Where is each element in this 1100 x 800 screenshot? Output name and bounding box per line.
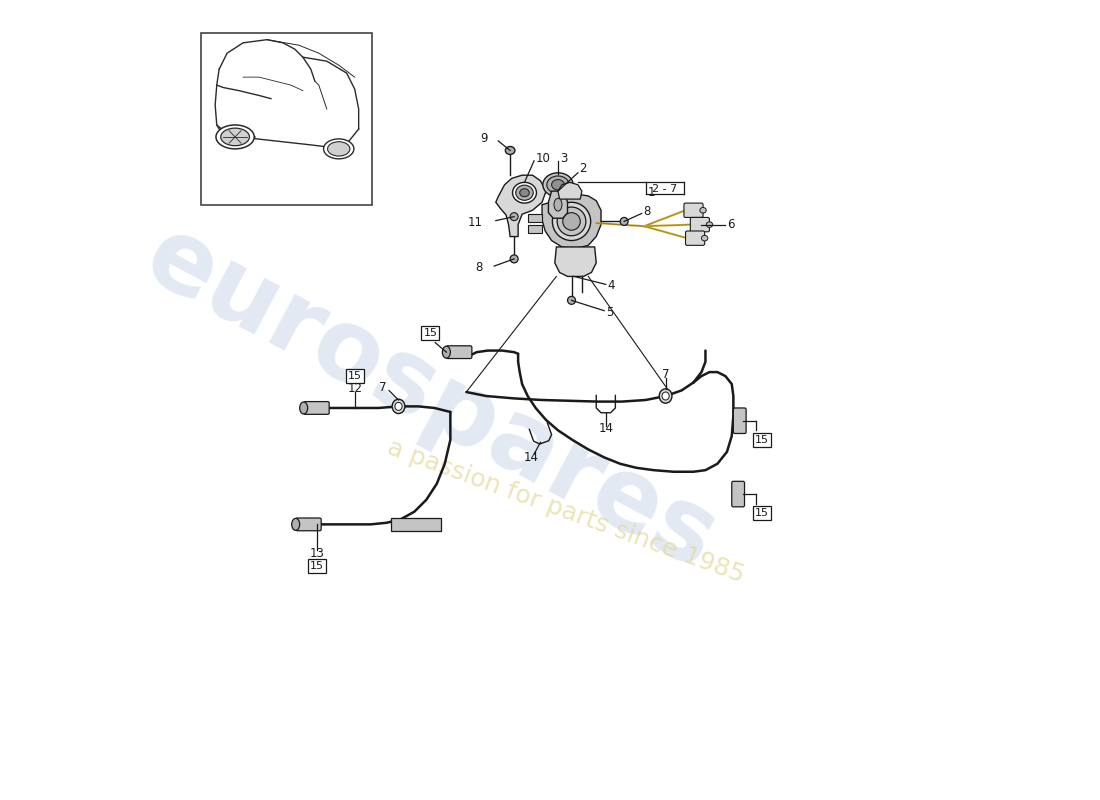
Ellipse shape: [700, 207, 706, 213]
Text: 5: 5: [606, 306, 613, 319]
Text: 12: 12: [348, 382, 362, 394]
Ellipse shape: [221, 128, 250, 146]
FancyBboxPatch shape: [304, 402, 329, 414]
Ellipse shape: [552, 202, 591, 241]
Text: 8: 8: [644, 206, 651, 218]
FancyBboxPatch shape: [392, 518, 441, 530]
Ellipse shape: [392, 399, 405, 414]
Text: 7: 7: [662, 368, 669, 381]
Text: 2 - 7: 2 - 7: [652, 184, 678, 194]
Ellipse shape: [542, 173, 573, 197]
FancyBboxPatch shape: [691, 218, 710, 232]
Text: 15: 15: [424, 328, 438, 338]
Ellipse shape: [216, 125, 254, 149]
Polygon shape: [558, 182, 582, 199]
Text: 11: 11: [468, 216, 483, 229]
Text: 15: 15: [310, 561, 324, 571]
Text: 2: 2: [580, 162, 587, 175]
Ellipse shape: [395, 402, 403, 410]
Text: 15: 15: [755, 435, 769, 445]
Ellipse shape: [513, 182, 537, 203]
Ellipse shape: [442, 346, 450, 358]
Bar: [528, 214, 542, 222]
Ellipse shape: [554, 198, 562, 211]
Ellipse shape: [510, 213, 518, 221]
Polygon shape: [496, 175, 546, 237]
Ellipse shape: [519, 189, 529, 197]
Ellipse shape: [706, 222, 713, 227]
Ellipse shape: [516, 185, 534, 200]
Text: 14: 14: [598, 422, 614, 435]
Text: 14: 14: [524, 451, 538, 464]
Text: 10: 10: [536, 152, 550, 165]
Ellipse shape: [328, 142, 350, 156]
FancyBboxPatch shape: [684, 203, 703, 218]
FancyBboxPatch shape: [447, 346, 472, 358]
Text: a passion for parts since 1985: a passion for parts since 1985: [384, 436, 748, 587]
Text: 9: 9: [481, 132, 487, 145]
Text: 1: 1: [647, 186, 654, 199]
Text: 13: 13: [310, 546, 324, 559]
Text: 3: 3: [560, 152, 568, 165]
Bar: [201, 34, 372, 205]
Ellipse shape: [659, 389, 672, 403]
Ellipse shape: [568, 296, 575, 304]
Text: 15: 15: [348, 371, 362, 381]
FancyBboxPatch shape: [685, 231, 705, 246]
Text: 8: 8: [475, 261, 482, 274]
Text: 15: 15: [755, 508, 769, 518]
Ellipse shape: [702, 235, 708, 241]
Polygon shape: [542, 194, 601, 249]
Polygon shape: [549, 191, 568, 218]
Ellipse shape: [292, 518, 299, 530]
Text: eurospares: eurospares: [129, 209, 733, 591]
Polygon shape: [554, 247, 596, 277]
Ellipse shape: [563, 213, 581, 230]
Ellipse shape: [547, 176, 569, 194]
FancyBboxPatch shape: [734, 408, 746, 434]
Ellipse shape: [510, 255, 518, 263]
Ellipse shape: [551, 179, 564, 190]
Ellipse shape: [558, 207, 586, 236]
FancyBboxPatch shape: [732, 482, 745, 507]
Ellipse shape: [620, 218, 628, 226]
Ellipse shape: [662, 392, 669, 400]
Text: 4: 4: [607, 279, 615, 293]
Text: 7: 7: [378, 381, 386, 394]
Ellipse shape: [505, 146, 515, 154]
Bar: [528, 226, 542, 234]
Ellipse shape: [323, 139, 354, 159]
FancyBboxPatch shape: [296, 518, 321, 530]
Text: 6: 6: [727, 218, 735, 231]
Ellipse shape: [299, 402, 308, 414]
